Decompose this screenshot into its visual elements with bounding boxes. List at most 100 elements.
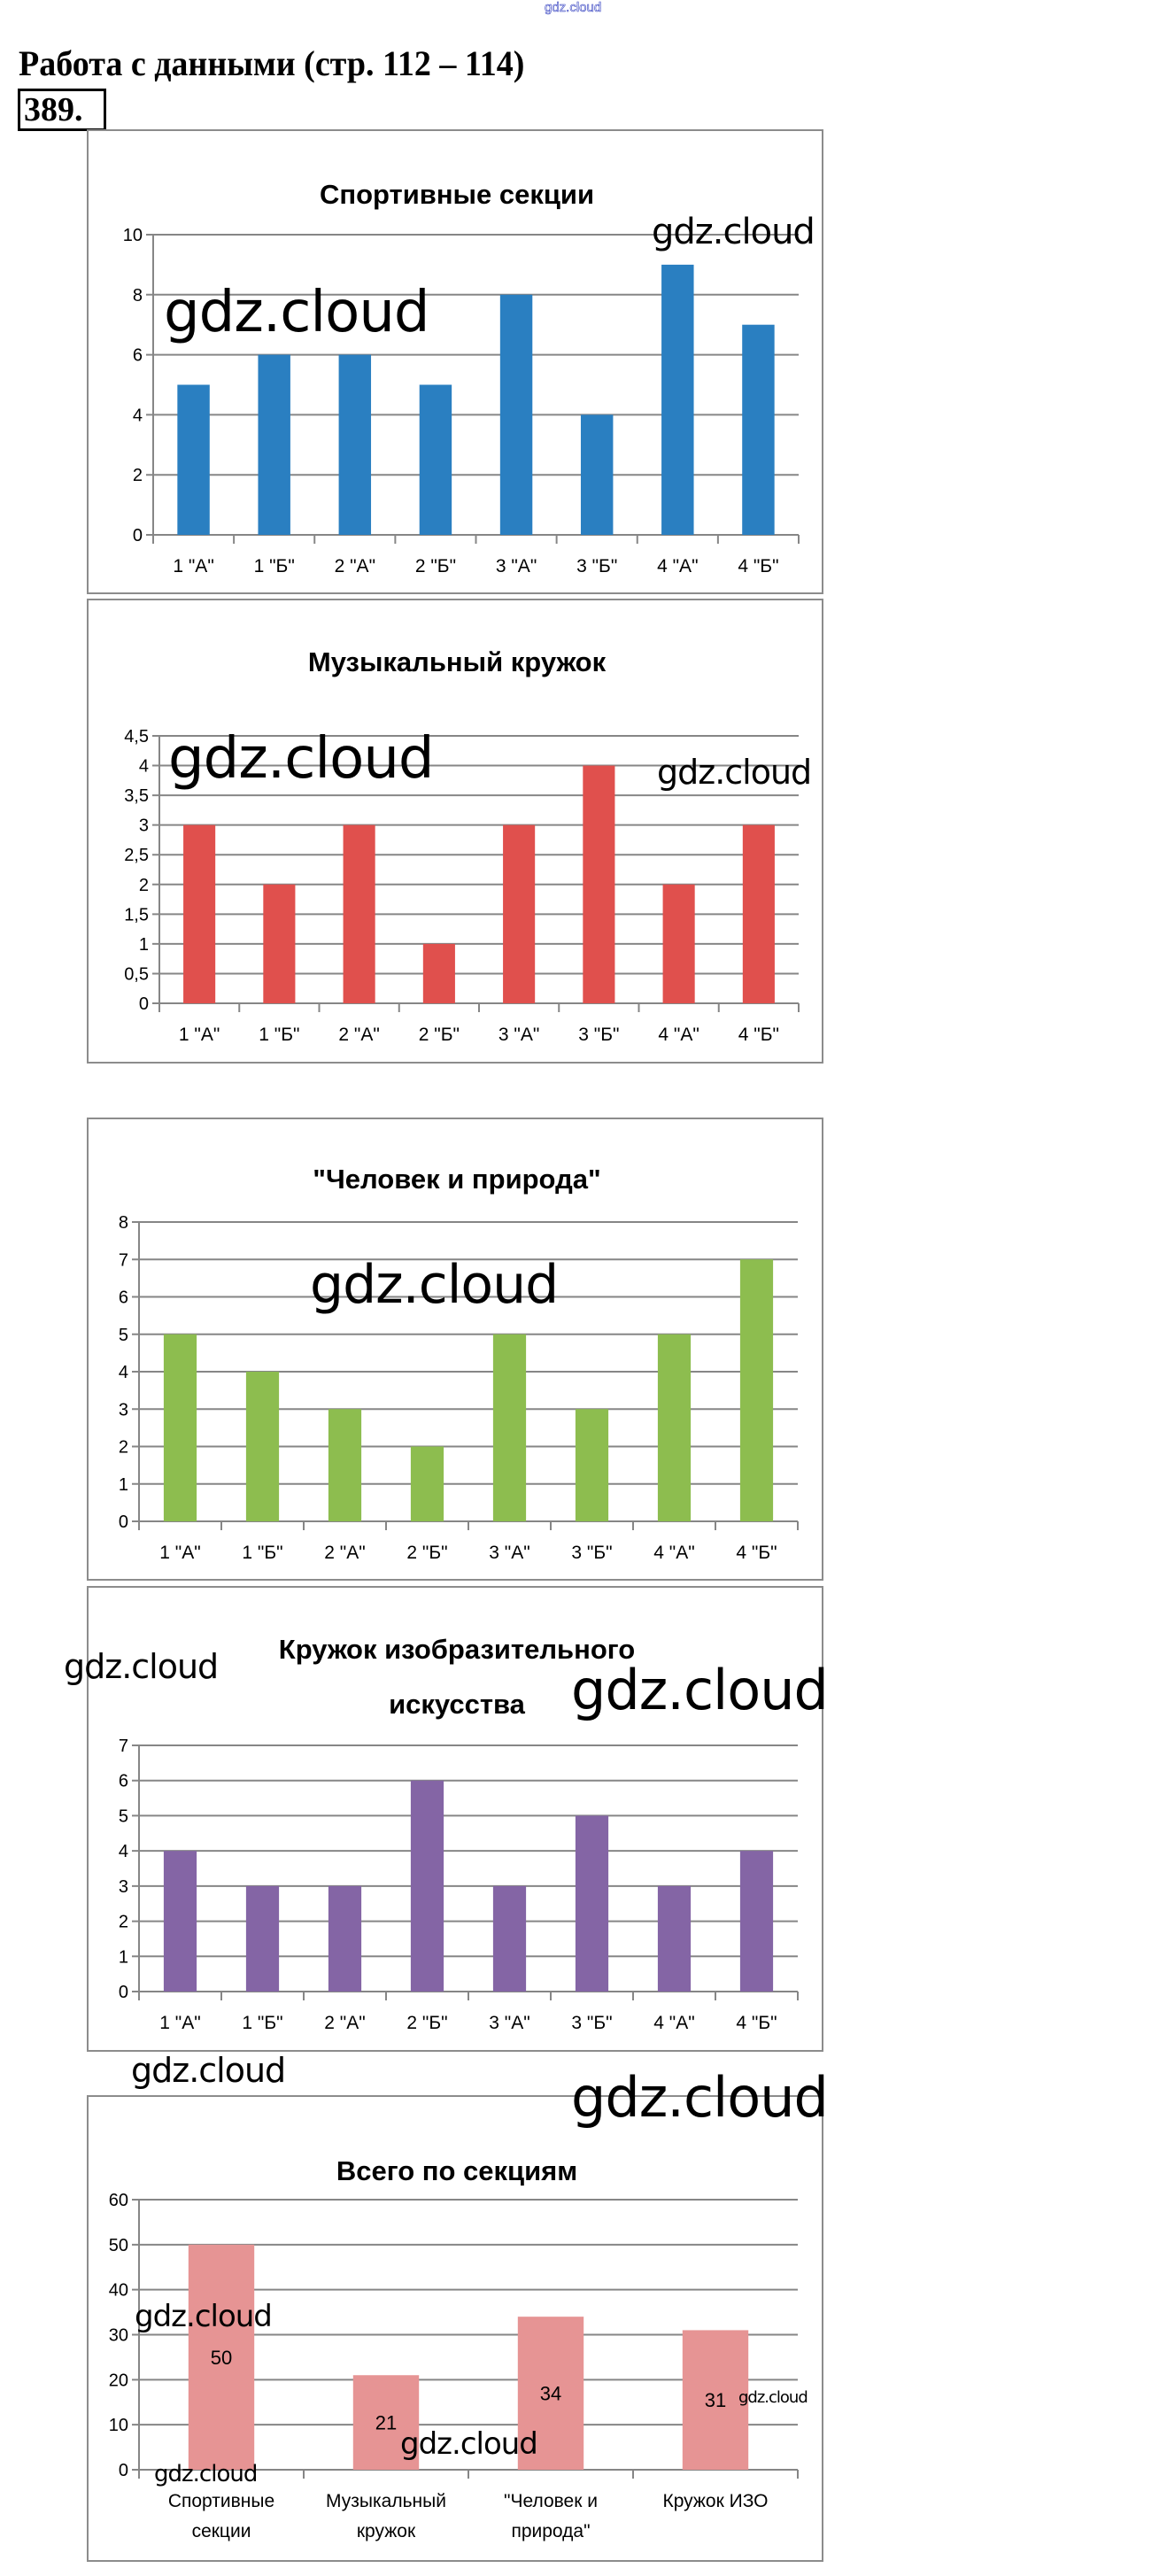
bar — [657, 1885, 692, 1992]
y-tick-label: 0,5 — [124, 964, 149, 984]
bar — [575, 1815, 609, 1992]
watermark: gdz.cloud — [64, 1647, 219, 1686]
bar — [662, 884, 695, 1003]
x-tick-label: Музыкальный — [326, 2491, 446, 2511]
x-tick-label: природа" — [511, 2521, 590, 2541]
bar — [492, 1885, 527, 1992]
bar — [328, 1409, 362, 1521]
x-tick-label: 4 "Б" — [736, 2013, 777, 2033]
x-tick-label: 4 "А" — [653, 1543, 694, 1563]
bar — [517, 2317, 584, 2470]
watermark: gdz.cloud — [310, 1254, 559, 1316]
watermark: gdz.cloud — [135, 2299, 273, 2334]
bar — [742, 824, 775, 1003]
watermark: gdz.cloud — [400, 2426, 538, 2462]
y-tick-label: 1 — [119, 1947, 128, 1967]
x-tick-label: 2 "А" — [335, 556, 375, 576]
bar — [245, 1885, 280, 1992]
y-tick-label: 7 — [119, 1250, 128, 1270]
y-tick-label: 2 — [119, 1438, 128, 1458]
chart-art-club: Кружок изобразительного искусства 0 1 2 3 4 5 6 7… — [87, 1586, 823, 2052]
bar — [328, 1885, 362, 1992]
x-tick-label: Кружок ИЗО — [662, 2491, 768, 2511]
data-label: 31 — [705, 2389, 726, 2411]
y-tick-label: 10 — [109, 2416, 128, 2435]
x-tick-label: 2 "Б" — [406, 2013, 447, 2033]
x-tick-label: 1 "А" — [173, 556, 213, 576]
bar — [422, 943, 455, 1003]
x-tick-label: 1 "А" — [159, 2013, 200, 2033]
x-tick-label: 1 "Б" — [259, 1025, 299, 1045]
bar — [245, 1372, 280, 1521]
y-tick-label: 60 — [109, 2191, 128, 2210]
y-tick-label: 8 — [119, 1213, 128, 1233]
bar — [503, 824, 536, 1003]
x-tick-label: 3 "Б" — [576, 556, 617, 576]
chart-sports-sections: Спортивные секции 0 2 4 6 8 10 1 "А" 1 "Б" 2 "А" 2… — [87, 129, 823, 594]
x-tick-label: "Человек и — [504, 2491, 598, 2511]
watermark: gdz.cloud — [131, 2051, 286, 2090]
chart-title: Всего по секциям — [336, 2155, 577, 2186]
data-label: 50 — [211, 2347, 232, 2369]
y-tick-label: 0 — [119, 1983, 128, 2002]
bar — [263, 884, 296, 1003]
bar — [188, 2244, 255, 2470]
y-tick-label: 7 — [119, 1737, 128, 1756]
chart-title: "Человек и природа" — [313, 1164, 600, 1195]
watermark: gdz.cloud — [738, 2388, 808, 2407]
chart-svg: Спортивные секции 0 2 4 6 8 10 1 "А" 1 "Б" 2 "А" 2… — [123, 179, 800, 576]
bar — [682, 2330, 749, 2470]
y-tick-label: 3 — [119, 1400, 128, 1420]
x-tick-label: 3 "Б" — [571, 2013, 612, 2033]
bar — [575, 1409, 609, 1521]
chart-music-club: Музыкальный кружок 0 0,5 1 1,5 2 2,5 3 3,5 4 4,5 1 … — [87, 599, 823, 1064]
watermark: gdz.cloud — [164, 280, 429, 345]
x-tick-label: 2 "Б" — [406, 1543, 447, 1563]
y-tick-label: 0 — [119, 1512, 128, 1532]
x-tick-label: 1 "А" — [179, 1025, 220, 1045]
y-tick-label: 5 — [119, 1806, 128, 1826]
y-tick-label: 0 — [119, 2461, 128, 2480]
y-tick-label: 4 — [133, 406, 143, 425]
x-tick-label: 2 "Б" — [415, 556, 456, 576]
bar — [163, 1851, 197, 1992]
watermark: gdz.cloud — [657, 753, 812, 792]
bar — [657, 1334, 692, 1521]
x-tick-label: 2 "А" — [324, 1543, 365, 1563]
bar — [583, 765, 615, 1003]
x-tick-label: 3 "А" — [489, 2013, 529, 2033]
x-tick-label: 4 "А" — [658, 1025, 699, 1045]
x-tick-label: 2 "А" — [338, 1025, 379, 1045]
watermark: gdz.cloud — [168, 726, 434, 792]
y-tick-label: 6 — [133, 346, 143, 366]
x-tick-label: Спортивные — [168, 2491, 274, 2511]
x-tick-label: кружок — [357, 2521, 416, 2541]
exercise-number: 389. — [18, 89, 106, 131]
bar — [580, 414, 614, 535]
bar — [739, 1851, 774, 1992]
chart-title: Музыкальный кружок — [308, 646, 607, 677]
bar — [163, 1334, 197, 1521]
x-tick-label: 4 "Б" — [736, 1543, 777, 1563]
x-tick-label: 4 "Б" — [738, 556, 778, 576]
y-tick-label: 2,5 — [124, 846, 149, 865]
x-tick-label: 4 "А" — [657, 556, 698, 576]
bar — [739, 1259, 774, 1521]
y-tick-label: 3,5 — [124, 786, 149, 806]
x-tick-label: 1 "Б" — [242, 2013, 282, 2033]
chart-title: искусства — [389, 1689, 526, 1720]
x-tick-label: 1 "Б" — [254, 556, 295, 576]
y-tick-label: 3 — [139, 816, 149, 836]
watermark: gdz.cloud — [154, 2461, 258, 2487]
x-tick-label: 1 "А" — [159, 1543, 200, 1563]
chart-man-and-nature: "Человек и природа" 0 1 2 3 4 5 6 7 8 1 "А" 1 "Б" 2 … — [87, 1118, 823, 1581]
x-tick-label: 3 "А" — [489, 1543, 529, 1563]
y-tick-label: 2 — [139, 876, 149, 895]
watermark: gdz.cloud — [571, 2065, 829, 2130]
y-tick-label: 2 — [119, 1913, 128, 1932]
x-tick-label: 2 "А" — [324, 2013, 365, 2033]
y-tick-label: 5 — [119, 1326, 128, 1345]
bar — [742, 324, 775, 535]
bar — [419, 384, 452, 535]
x-tick-label: 2 "Б" — [419, 1025, 460, 1045]
